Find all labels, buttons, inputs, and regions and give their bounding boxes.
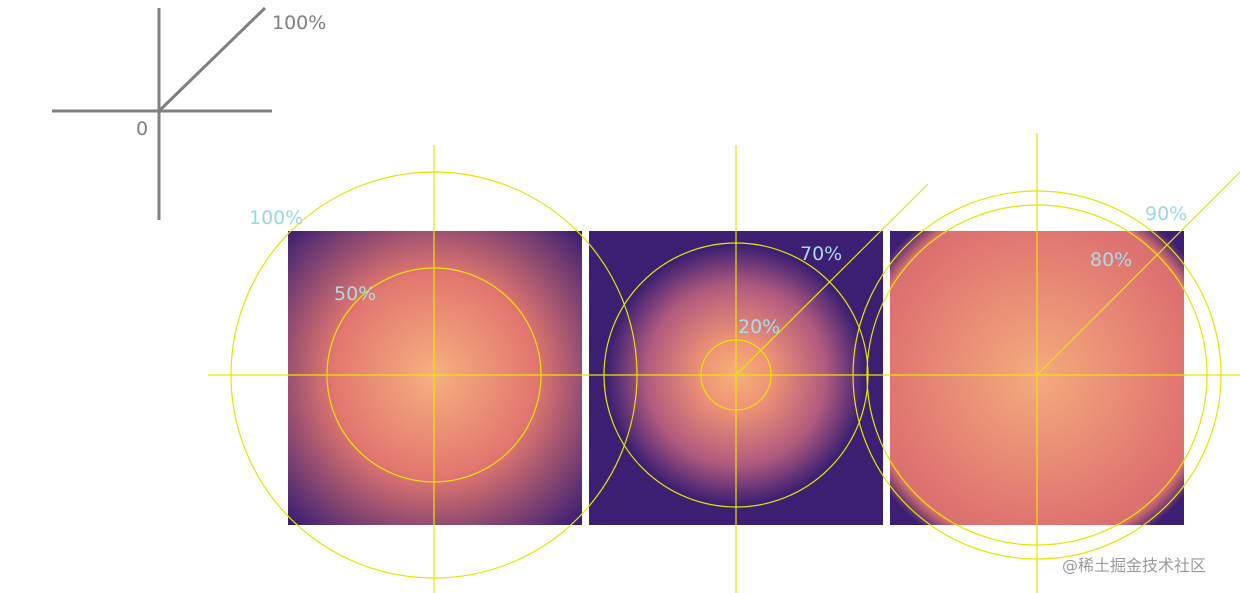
circle-b-70: [603, 242, 869, 508]
label-b-70: 70%: [800, 243, 842, 265]
circle-a-50: [326, 267, 542, 483]
diagonal-c: [1036, 171, 1240, 376]
label-c-90: 90%: [1145, 203, 1187, 225]
circle-c-80: [866, 204, 1208, 546]
label-a-50: 50%: [334, 283, 376, 305]
axis-key-diagonal: [157, 6, 267, 113]
gradient-panel-a: [288, 231, 582, 525]
axis-key: 100% 0: [52, 6, 326, 220]
label-c-80: 80%: [1090, 249, 1132, 271]
watermark: @稀土掘金技术社区: [1062, 556, 1206, 575]
diagonal-b: [735, 183, 929, 376]
axis-key-label-100: 100%: [272, 12, 326, 34]
label-a-100: 100%: [249, 207, 303, 229]
circle-b-20: [700, 339, 772, 411]
label-b-20: 20%: [738, 316, 780, 338]
axis-key-label-0: 0: [136, 118, 148, 140]
guide-lines: [208, 133, 1240, 593]
circle-a-100: [230, 171, 638, 579]
circle-c-90: [852, 190, 1222, 560]
